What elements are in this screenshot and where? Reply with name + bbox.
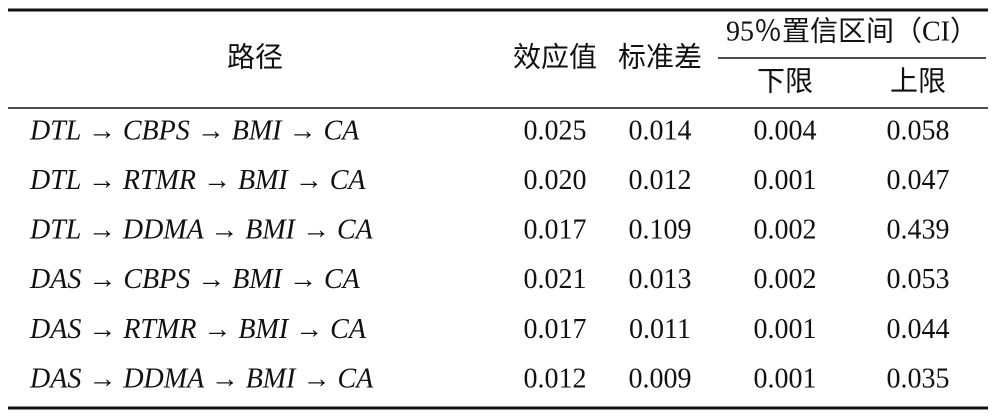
value-cell: 0.044 [887, 314, 950, 345]
value-cell: 0.001 [754, 165, 817, 196]
value-cell: 0.020 [524, 165, 587, 196]
header-lower: 下限 [757, 66, 813, 97]
value-cell: 0.012 [524, 363, 587, 394]
path-cell: DTL → CBPS → BMI → CA [29, 115, 360, 146]
value-cell: 0.021 [524, 264, 587, 295]
value-cell: 0.058 [887, 115, 950, 146]
header-effect: 效应值 [513, 41, 597, 73]
header-ci: 95％置信区间（CI） [726, 15, 978, 47]
value-cell: 0.035 [887, 363, 950, 394]
header-path: 路径 [227, 41, 283, 73]
value-cell: 0.025 [524, 115, 587, 146]
value-cell: 0.009 [629, 363, 692, 394]
header-se: 标准差 [618, 41, 702, 73]
value-cell: 0.053 [887, 264, 950, 295]
path-cell: DAS → CBPS → BMI → CA [29, 264, 361, 295]
value-cell: 0.012 [629, 165, 692, 196]
value-cell: 0.002 [754, 215, 817, 246]
value-cell: 0.001 [754, 314, 817, 345]
value-cell: 0.011 [629, 314, 691, 345]
value-cell: 0.047 [887, 165, 950, 196]
path-cell: DAS → DDMA → BMI → CA [29, 363, 374, 394]
value-cell: 0.001 [754, 363, 817, 394]
value-cell: 0.017 [524, 215, 587, 246]
value-cell: 0.013 [629, 264, 692, 295]
value-cell: 0.002 [754, 264, 817, 295]
value-cell: 0.004 [754, 115, 817, 146]
value-cell: 0.014 [629, 115, 692, 146]
path-cell: DAS → RTMR → BMI → CA [29, 314, 367, 345]
value-cell: 0.439 [887, 215, 950, 246]
header-upper: 上限 [890, 66, 946, 97]
path-cell: DTL → RTMR → BMI → CA [29, 165, 366, 196]
value-cell: 0.017 [524, 314, 587, 345]
value-cell: 0.109 [629, 215, 692, 246]
path-cell: DTL → DDMA → BMI → CA [29, 215, 374, 246]
